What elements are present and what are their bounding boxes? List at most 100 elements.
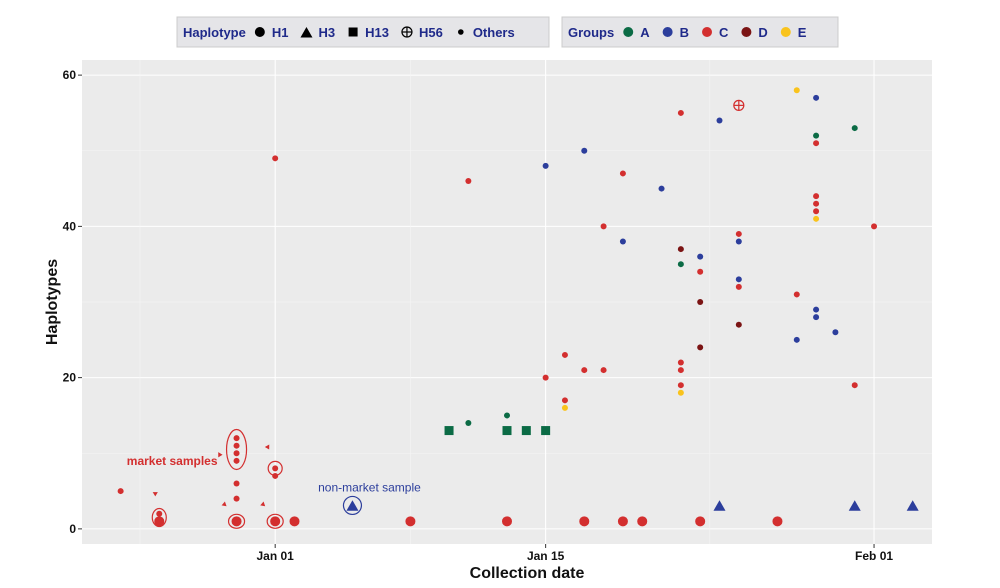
data-point-small-circle [793,87,800,94]
data-point-small-circle [735,283,742,290]
legend-haplotype-title: Haplotype [183,25,246,40]
data-point-small-circle [272,155,279,162]
legend-key-color [623,27,634,37]
data-point-square [541,426,551,436]
data-point-small-circle [697,268,704,275]
data-point-small-circle [581,147,588,154]
data-point-small-circle [233,480,240,487]
data-point-small-circle [677,359,684,366]
data-point-circle [405,516,416,527]
data-point-small-circle [735,238,742,245]
y-tick-label: 40 [63,219,77,233]
data-point-small-circle [677,382,684,389]
annotation-arrow [264,444,270,450]
legend-label: H13 [365,25,389,40]
legend-key-color [662,27,673,37]
x-tick-label: Feb 01 [855,549,893,563]
data-point-small-circle [233,495,240,502]
legend-entry-h3: H3 [300,25,335,40]
data-point-small-circle [813,193,820,200]
legend-label: B [680,25,689,40]
data-point-circle [270,516,281,527]
data-point-small-circle [117,488,124,495]
data-point-small-circle [813,215,820,222]
annotation-arrow [260,501,266,507]
data-point-small-circle [813,306,820,313]
data-point-small-circle [542,374,549,381]
legend-key-square [348,27,358,37]
data-point-triangle [713,500,726,511]
annotation-arrow [221,501,227,507]
legend-label: A [640,25,650,40]
data-point-small-circle [735,230,742,237]
legend-label: H1 [272,25,289,40]
data-point-small-circle [832,329,839,336]
y-tick-label: 60 [63,68,77,82]
legend-key-small-circle [458,29,464,35]
legend-key-color [702,27,713,37]
data-point-small-circle [600,223,607,230]
data-point-small-circle [156,510,163,517]
data-point-small-circle [813,208,820,215]
data-point-square [502,426,512,436]
annotation-arrow [218,452,223,458]
data-point-small-circle [697,344,704,351]
legend-haplotype: Haplotype H1 H3 H13 H56 Others [176,16,550,48]
data-point-square [521,426,531,436]
data-point-circle [154,516,165,527]
legend-entry-group-b: B [662,25,689,40]
data-point-small-circle [871,223,878,230]
legend-label: H3 [318,25,335,40]
legend-groups-title: Groups [568,25,614,40]
y-axis-title: Haplotypes [44,259,61,345]
annotations: market samples non-market sample [127,428,421,529]
data-point-small-circle [813,200,820,207]
data-point-small-circle [561,397,568,404]
legend-entry-others: Others [458,25,515,40]
annotation-non-market-sample: non-market sample [318,480,421,494]
market-ellipse [151,507,167,528]
data-point-triangle [346,500,359,511]
data-point-circle [502,516,512,527]
data-point-small-circle [677,246,684,253]
x-tick-label: Jan 15 [527,549,565,563]
data-point-small-circle [735,276,742,283]
market-ellipse [266,513,284,529]
legend-entry-h13: H13 [348,25,389,40]
data-point-small-circle [813,314,820,321]
y-tick-label: 0 [69,522,76,536]
data-points [117,87,919,527]
annotation-market-samples: market samples [127,454,218,468]
market-ellipse [227,513,246,529]
data-point-small-circle [233,435,240,442]
data-point-small-circle [561,404,568,411]
data-point-circle [695,516,706,527]
data-point-small-circle [504,412,510,419]
legend-entry-group-a: A [623,25,650,40]
data-point-small-circle [233,450,240,457]
data-point-small-circle [677,261,684,268]
legend-haplotype-box [176,16,550,48]
legend-key-color [741,27,752,37]
legend-groups: Groups A B C D E [561,16,839,48]
data-point-small-circle [697,299,704,305]
data-point-small-circle [619,238,626,245]
data-point-small-circle [697,253,704,260]
data-point-small-circle [716,117,723,124]
data-point-small-circle [851,382,858,389]
data-point-small-circle [581,367,588,374]
legend-entry-group-c: C [702,25,729,40]
data-point-small-circle [233,442,240,449]
data-point-small-circle [272,472,279,479]
data-point-circle [231,516,242,527]
legend-label: E [798,25,807,40]
data-point-small-circle [813,140,820,147]
non-market-circle [342,495,363,516]
legend-key-color [780,27,791,37]
legend-key-circle [254,27,265,37]
data-point-small-circle [465,420,472,426]
axes: 0 20 40 60 Jan 01 Jan 15 Feb 01 [63,68,894,563]
y-tick-label: 20 [63,371,77,385]
data-point-circle [289,516,300,527]
